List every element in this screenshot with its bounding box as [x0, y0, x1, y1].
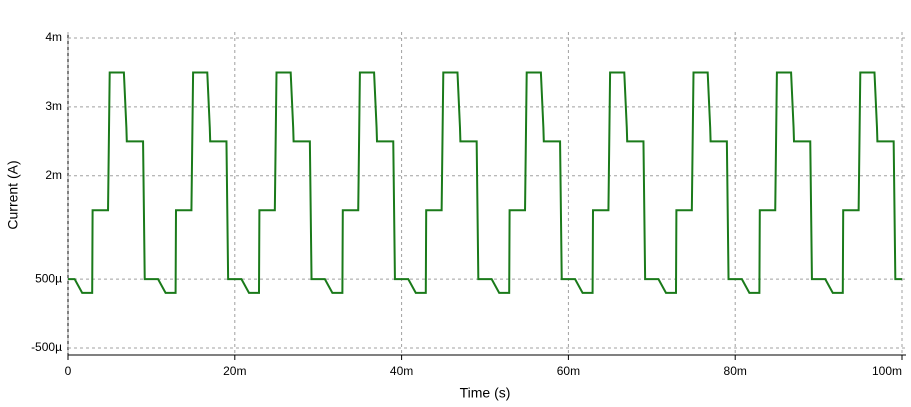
- series-line: [68, 71, 902, 294]
- x-tick-label: 40m: [390, 364, 413, 378]
- y-tick-label: 3m: [45, 99, 62, 113]
- y-tick-label: 500µ: [35, 271, 62, 285]
- x-axis-label: Time (s): [460, 385, 511, 401]
- x-tick-label: 80m: [724, 364, 747, 378]
- x-tick-label: 20m: [223, 364, 246, 378]
- y-axis-label: Current (A): [5, 160, 21, 229]
- y-tick-label: 2m: [45, 168, 62, 182]
- y-tick-label: -500µ: [31, 340, 62, 354]
- x-tick-label: 0: [65, 364, 72, 378]
- y-tick-label: 4m: [45, 30, 62, 44]
- x-tick-label: 100m: [872, 364, 902, 378]
- x-tick-label: 60m: [557, 364, 580, 378]
